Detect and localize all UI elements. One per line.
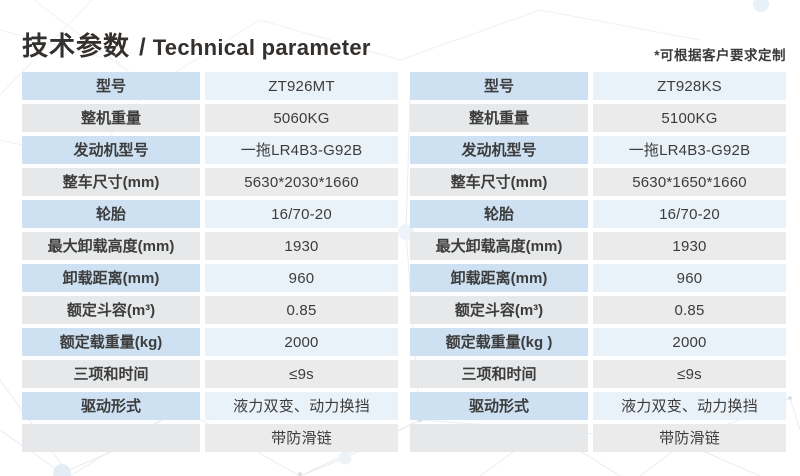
spec-row-label: 额定载重量(kg): [22, 328, 200, 356]
spec-row-value: ≤9s: [205, 360, 398, 388]
page-header: 技术参数 / Technical parameter: [22, 26, 371, 63]
spec-row-value: 5100KG: [593, 104, 786, 132]
customization-note: *可根据客户要求定制: [654, 48, 786, 63]
spec-row-value: 一拖LR4B3-G92B: [593, 136, 786, 164]
spec-row-value: ≤9s: [593, 360, 786, 388]
spec-row-label: [22, 424, 200, 452]
spec-row-label: 型号: [22, 72, 200, 100]
spec-row-value: 0.85: [593, 296, 786, 324]
spec-row-label: 卸载距离(mm): [410, 264, 588, 292]
spec-row-value: 液力双变、动力换挡: [593, 392, 786, 420]
page-title-english: Technical parameter: [152, 35, 371, 60]
spec-row-label: 轮胎: [22, 200, 200, 228]
spec-row-label: 最大卸载高度(mm): [410, 232, 588, 260]
spec-row-value: ZT926MT: [205, 72, 398, 100]
spec-row-value: 一拖LR4B3-G92B: [205, 136, 398, 164]
spec-row-label: 卸载距离(mm): [22, 264, 200, 292]
spec-row-label: 额定斗容(m³): [410, 296, 588, 324]
spec-row-label: 驱动形式: [22, 392, 200, 420]
spec-row-label: 整机重量: [22, 104, 200, 132]
spec-row-value: 960: [593, 264, 786, 292]
spec-row-label: 额定载重量(kg ): [410, 328, 588, 356]
spec-row-value: 带防滑链: [205, 424, 398, 452]
spec-row-value: 液力双变、动力换挡: [205, 392, 398, 420]
spec-row-label: 整机重量: [410, 104, 588, 132]
spec-row-value: 1930: [205, 232, 398, 260]
spec-table-right: 型号 ZT928KS 整机重量 5100KG 发动机型号 一拖LR4B3-G92B 整车尺寸…: [410, 72, 786, 452]
spec-table-left: 型号 ZT926MT 整机重量 5060KG 发动机型号 一拖LR4B3-G92B 整车尺寸…: [22, 72, 398, 452]
spec-row-value: 5630*2030*1660: [205, 168, 398, 196]
spec-row-label: 最大卸载高度(mm): [22, 232, 200, 260]
spec-row-label: 额定斗容(m³): [22, 296, 200, 324]
page-title-chinese: 技术参数: [22, 31, 131, 61]
spec-row-label: 轮胎: [410, 200, 588, 228]
spec-row-value: ZT928KS: [593, 72, 786, 100]
spec-row-label: [410, 424, 588, 452]
spec-row-value: 带防滑链: [593, 424, 786, 452]
spec-row-value: 2000: [205, 328, 398, 356]
spec-row-value: 16/70-20: [593, 200, 786, 228]
spec-row-value: 2000: [593, 328, 786, 356]
spec-row-label: 型号: [410, 72, 588, 100]
spec-row-value: 5630*1650*1660: [593, 168, 786, 196]
spec-row-label: 发动机型号: [410, 136, 588, 164]
page-title-separator: /: [139, 34, 146, 61]
spec-row-label: 整车尺寸(mm): [410, 168, 588, 196]
spec-row-label: 整车尺寸(mm): [22, 168, 200, 196]
spec-row-label: 三项和时间: [410, 360, 588, 388]
spec-row-value: 960: [205, 264, 398, 292]
spec-row-value: 16/70-20: [205, 200, 398, 228]
spec-row-value: 0.85: [205, 296, 398, 324]
spec-row-label: 驱动形式: [410, 392, 588, 420]
spec-row-value: 1930: [593, 232, 786, 260]
spec-row-value: 5060KG: [205, 104, 398, 132]
spec-row-label: 三项和时间: [22, 360, 200, 388]
spec-row-label: 发动机型号: [22, 136, 200, 164]
